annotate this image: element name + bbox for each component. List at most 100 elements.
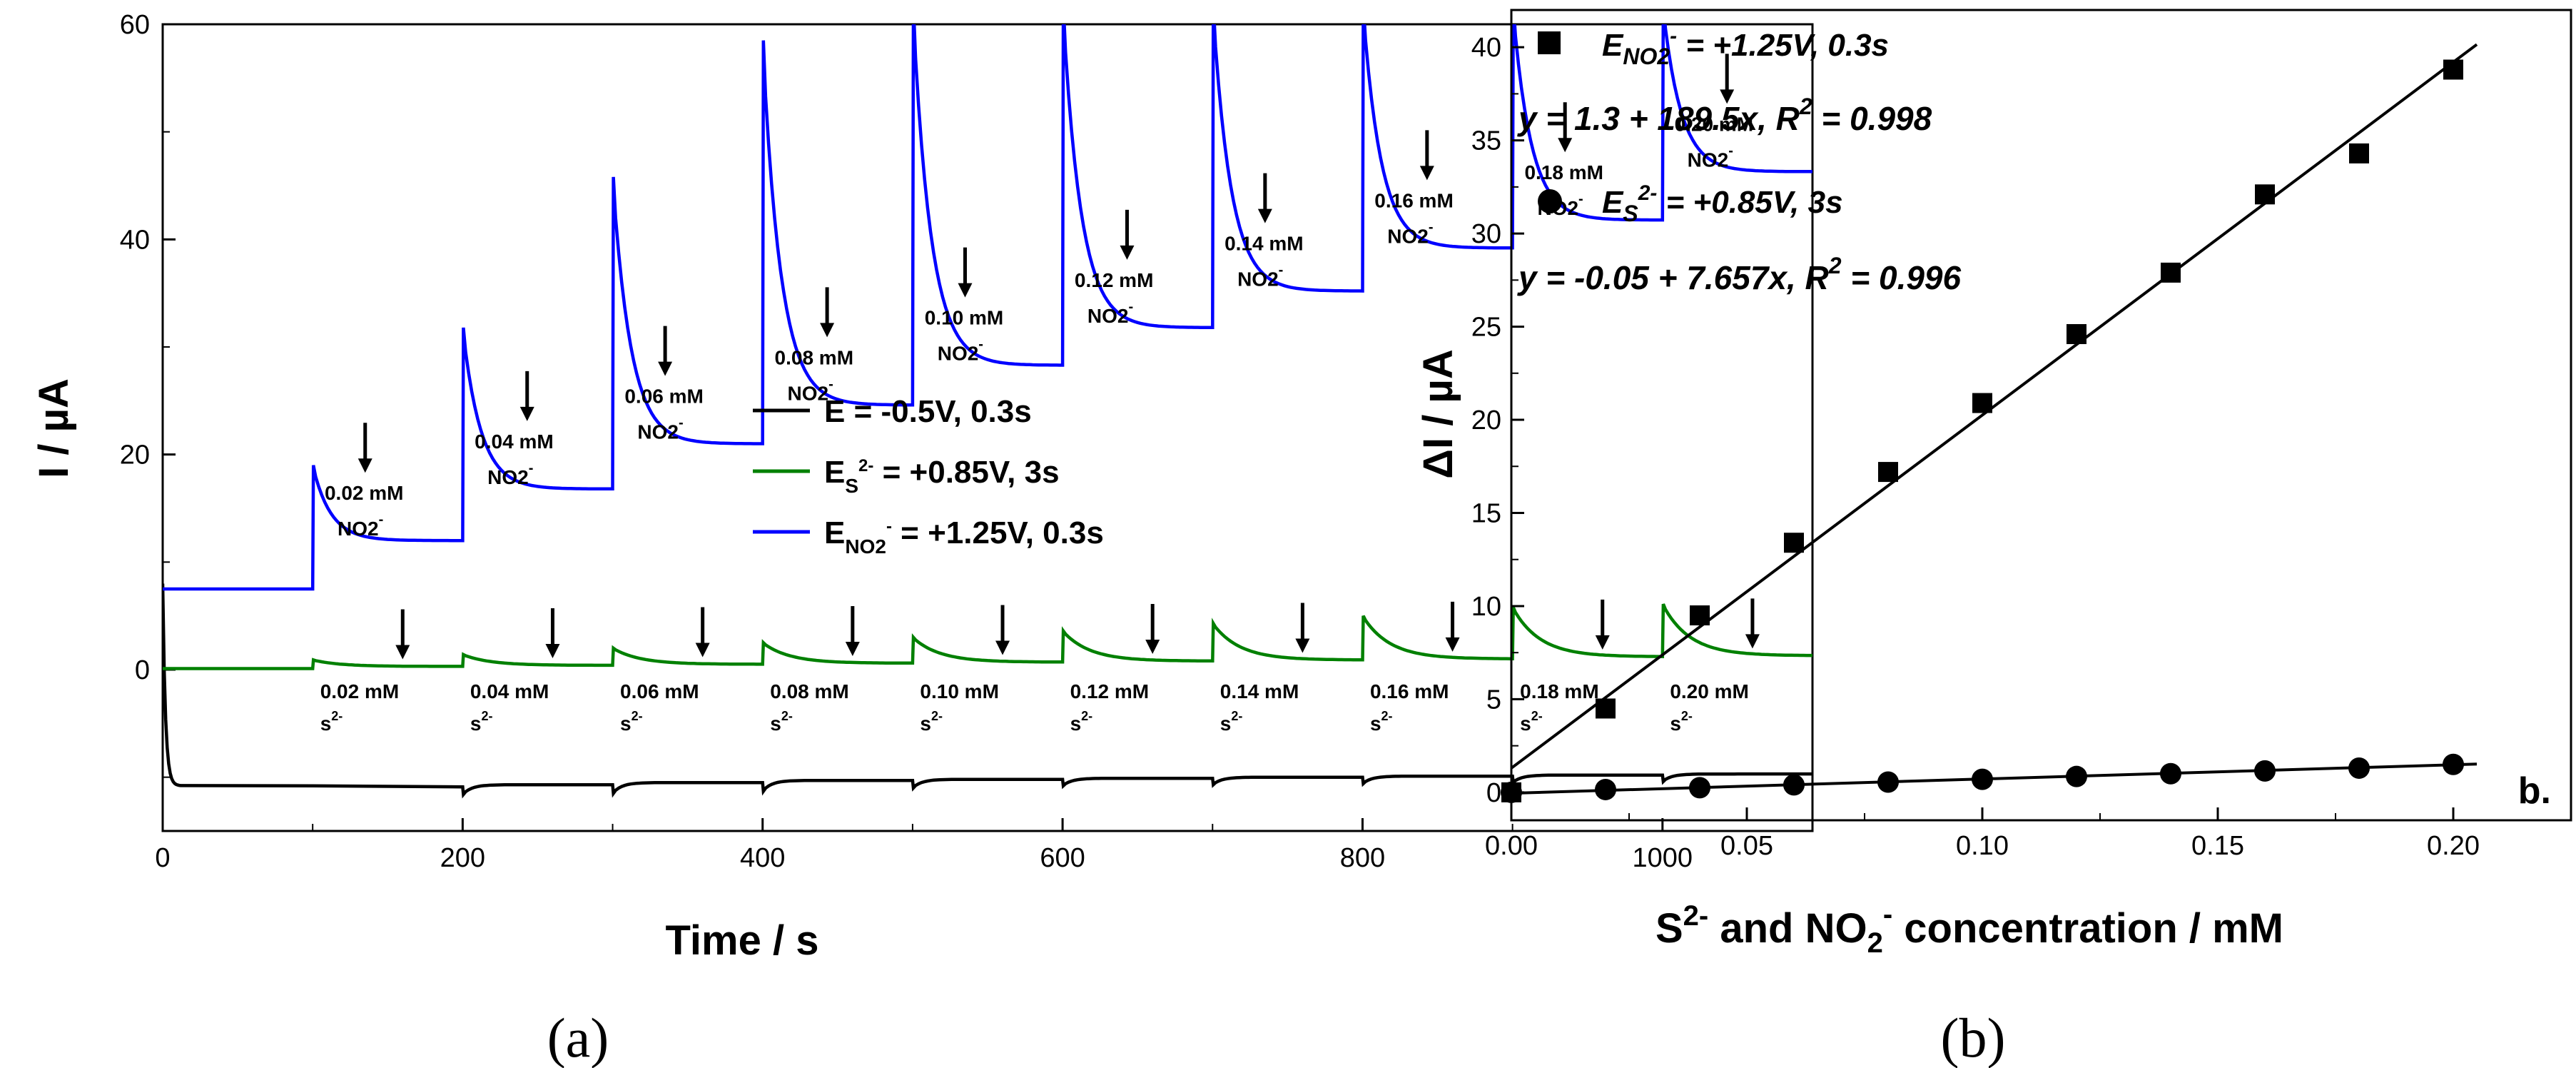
no2-conc-label: 0.18 mM	[1524, 161, 1603, 183]
no2-conc-label: 0.02 mM	[325, 482, 403, 504]
no2-arrow-2-head	[658, 361, 673, 376]
no2-species-label: NO2-	[338, 512, 383, 540]
data-point-square	[2349, 143, 2369, 163]
data-point-square	[2067, 324, 2086, 344]
no2-arrow-3-head	[820, 323, 835, 338]
s-species-label: s2-	[1220, 709, 1243, 735]
x-tick-label: 0.00	[1485, 831, 1538, 861]
no2-arrow-5-head	[1120, 245, 1135, 260]
data-point-circle	[2160, 762, 2181, 785]
data-point-square	[2443, 59, 2463, 80]
x-tick-label: 0.10	[1956, 831, 2009, 861]
s-species-label: s2-	[1520, 709, 1543, 735]
y-tick-label: 35	[1471, 126, 1501, 156]
data-point-square	[1784, 533, 1804, 553]
y-tick-label: 20	[120, 440, 150, 470]
data-point-circle	[2348, 757, 2370, 779]
s-arrow-5-head	[1145, 639, 1160, 654]
y-tick-label: 0	[1486, 778, 1501, 808]
fit-equation-circle: y = -0.05 + 7.657x, R2 = 0.996	[1517, 253, 1962, 296]
s-arrow-4-head	[995, 640, 1010, 655]
no2-conc-label: 0.16 mM	[1374, 189, 1454, 211]
panel-b-plot	[1501, 43, 2478, 803]
panel-b-y-axis-title: ΔI / µA	[1415, 349, 1461, 478]
data-point-circle	[1689, 777, 1710, 799]
data-point-circle	[1595, 778, 1616, 800]
panel-b-frame	[1510, 9, 2572, 822]
x-tick-label: 600	[1040, 843, 1085, 873]
x-tick-label: 400	[740, 843, 785, 873]
x-tick-label: 800	[1340, 843, 1385, 873]
data-point-circle	[2254, 760, 2276, 782]
s-conc-label: 0.04 mM	[470, 680, 549, 702]
legend-label-circle: ES2- = +0.85V, 3s	[1602, 181, 1843, 226]
data-point-circle	[1972, 768, 1993, 790]
s-arrow-3-head	[845, 641, 860, 656]
panel-a-caption: (a)	[547, 1007, 609, 1068]
no2-arrow-0-head	[358, 458, 372, 473]
panel-a-annotations: 0.02 mM NO2- 0.04 mM NO2- 0.06 mM NO2- 0.08 mM…	[320, 54, 1760, 735]
no2-species-label: NO2-	[487, 460, 533, 488]
y-tick-label: 40	[120, 225, 150, 255]
no2-species-label: NO2-	[1237, 263, 1283, 291]
no2-conc-label: 0.12 mM	[1075, 269, 1154, 291]
s-conc-label: 0.06 mM	[620, 680, 699, 702]
no2-arrow-8-head	[1558, 138, 1573, 153]
no2-arrow-1-head	[519, 406, 534, 421]
s-conc-label: 0.10 mM	[920, 680, 999, 702]
data-point-square	[1878, 462, 1898, 483]
s-species-label: s2-	[1070, 709, 1093, 735]
panel-b-ticks: 0.00 0.05 0.10 0.15 0.20 0 5 10 15 20 25 30 35 40	[1471, 33, 2480, 861]
no2-conc-label: 0.14 mM	[1224, 233, 1304, 255]
s-conc-label: 0.18 mM	[1520, 680, 1599, 702]
s-species-label: s2-	[770, 709, 793, 735]
s-arrow-9-head	[1745, 634, 1760, 649]
legend-label-square: ENO2- = +1.25V, 0.3s	[1602, 24, 1889, 69]
data-point-square	[2255, 184, 2275, 205]
legend-label-blue: ENO2- = +1.25V, 0.3s	[824, 515, 1104, 558]
legend-marker-circle	[1538, 189, 1562, 213]
no2-conc-label: 0.06 mM	[624, 386, 704, 408]
no2-arrow-6-head	[1257, 208, 1272, 223]
data-point-circle	[1877, 771, 1899, 793]
data-point-square	[1690, 605, 1710, 625]
panel-a-y-axis-title: I / µA	[31, 378, 77, 478]
panel-b: 0.00 0.05 0.10 0.15 0.20 0 5 10 15 20 25 30 35 40 ENO…	[1415, 9, 2572, 1068]
no2-species-label: NO2-	[637, 415, 683, 443]
no2-arrow-7-head	[1419, 166, 1434, 181]
s-species-label: s2-	[1670, 709, 1693, 735]
s-species-label: s2-	[320, 709, 343, 735]
panel-a-legend: E = -0.5V, 0.3s ES2- = +0.85V, 3s ENO2- = …	[753, 394, 1104, 558]
y-tick-label: 0	[135, 655, 150, 685]
panel-a-frame	[161, 23, 1814, 832]
legend-label-black: E = -0.5V, 0.3s	[824, 394, 1032, 429]
no2-conc-label: 0.20 mM	[1675, 113, 1754, 135]
s-species-label: s2-	[620, 709, 643, 735]
s-arrow-0-head	[395, 645, 410, 660]
data-point-circle	[1783, 774, 1805, 796]
s-conc-label: 0.08 mM	[770, 680, 849, 702]
panel-b-x-axis-title: S2- and NO2- concentration / mM	[1655, 899, 2283, 959]
no2-arrow-9-head	[1720, 89, 1735, 104]
y-tick-label: 40	[1471, 33, 1501, 63]
s-arrow-2-head	[695, 643, 710, 658]
s-species-label: s2-	[1370, 709, 1393, 735]
y-tick-label: 60	[120, 10, 150, 40]
s-arrow-1-head	[545, 643, 560, 658]
legend-marker-square	[1538, 31, 1561, 54]
data-point-circle	[1501, 781, 1522, 803]
s-conc-label: 0.20 mM	[1670, 680, 1749, 702]
no2-species-label: NO2-	[1087, 299, 1133, 327]
data-point-square	[2161, 262, 2181, 283]
x-tick-label: 1000	[1633, 843, 1693, 873]
panel-b-corner-label: b.	[2518, 770, 2551, 812]
no2-species-label: NO2-	[1387, 219, 1433, 247]
s-arrow-6-head	[1295, 638, 1310, 653]
no2-conc-label: 0.08 mM	[775, 346, 854, 368]
y-tick-label: 10	[1471, 592, 1501, 622]
panel-b-caption: (b)	[1941, 1007, 2006, 1068]
x-tick-label: 0.05	[1720, 831, 1773, 861]
